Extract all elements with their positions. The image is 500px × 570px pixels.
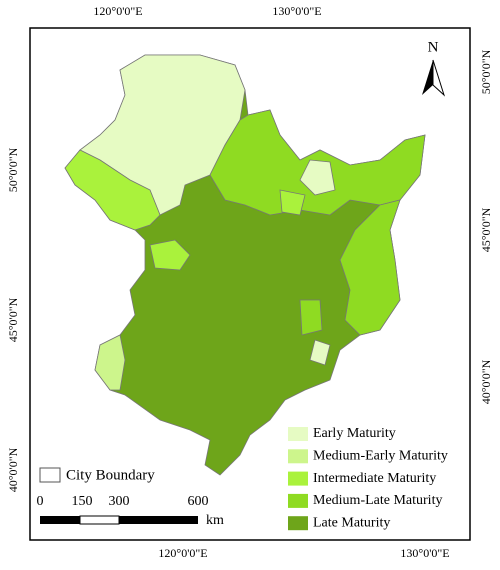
lon-label: 120°0'0"E <box>93 4 142 18</box>
medium-late-region <box>339 199 401 336</box>
lat-label: 45°0'0"N <box>6 297 20 342</box>
map-regions <box>64 54 426 476</box>
legend-swatch <box>288 516 308 531</box>
lat-label: 40°0'0"N <box>6 447 20 492</box>
legend-label: Medium-Late Maturity <box>313 493 442 508</box>
north-arrow-left <box>422 60 433 95</box>
lon-label: 120°0'0"E <box>158 546 207 560</box>
early-region <box>309 339 331 366</box>
scale-segment <box>119 516 198 524</box>
legend-swatch <box>288 449 308 464</box>
medium-late-region <box>299 299 323 336</box>
lat-label: 40°0'0"N <box>479 359 493 404</box>
north-arrow-right <box>432 59 446 97</box>
scale-segment <box>40 516 80 524</box>
early-region <box>79 54 246 216</box>
city-boundary-label: City Boundary <box>66 467 155 483</box>
north-arrow <box>422 59 446 97</box>
legend-swatch <box>288 471 308 486</box>
intermediate-region <box>64 149 161 231</box>
medium-early-region <box>94 334 126 391</box>
legend: Early Maturity Medium-Early Maturity Inter… <box>288 426 448 530</box>
scale-label: 150 <box>72 494 93 509</box>
city-boundary-swatch <box>39 467 61 483</box>
legend-label: Late Maturity <box>313 515 390 530</box>
legend-label: Intermediate Maturity <box>313 471 436 486</box>
legend-swatch <box>288 493 308 508</box>
lon-label: 130°0'0"E <box>272 4 321 18</box>
scale-label: 600 <box>188 494 209 509</box>
scale-unit: km <box>206 513 224 528</box>
legend-label: Medium-Early Maturity <box>313 449 448 464</box>
lat-label: 50°0'0"N <box>6 147 20 192</box>
lat-label: 45°0'0"N <box>479 207 493 252</box>
north-label: N <box>428 39 439 55</box>
intermediate-region <box>149 239 191 271</box>
legend-label: Early Maturity <box>313 426 396 441</box>
early-region <box>299 159 336 196</box>
scale-segment <box>79 515 120 525</box>
legend-swatch <box>288 427 308 441</box>
scale-label: 300 <box>109 494 130 509</box>
scale-label: 0 <box>37 494 44 509</box>
lat-label: 50°0'0"N <box>479 49 493 94</box>
lon-label: 130°0'0"E <box>400 546 449 560</box>
scale-bar <box>40 515 198 525</box>
intermediate-region <box>279 189 306 216</box>
